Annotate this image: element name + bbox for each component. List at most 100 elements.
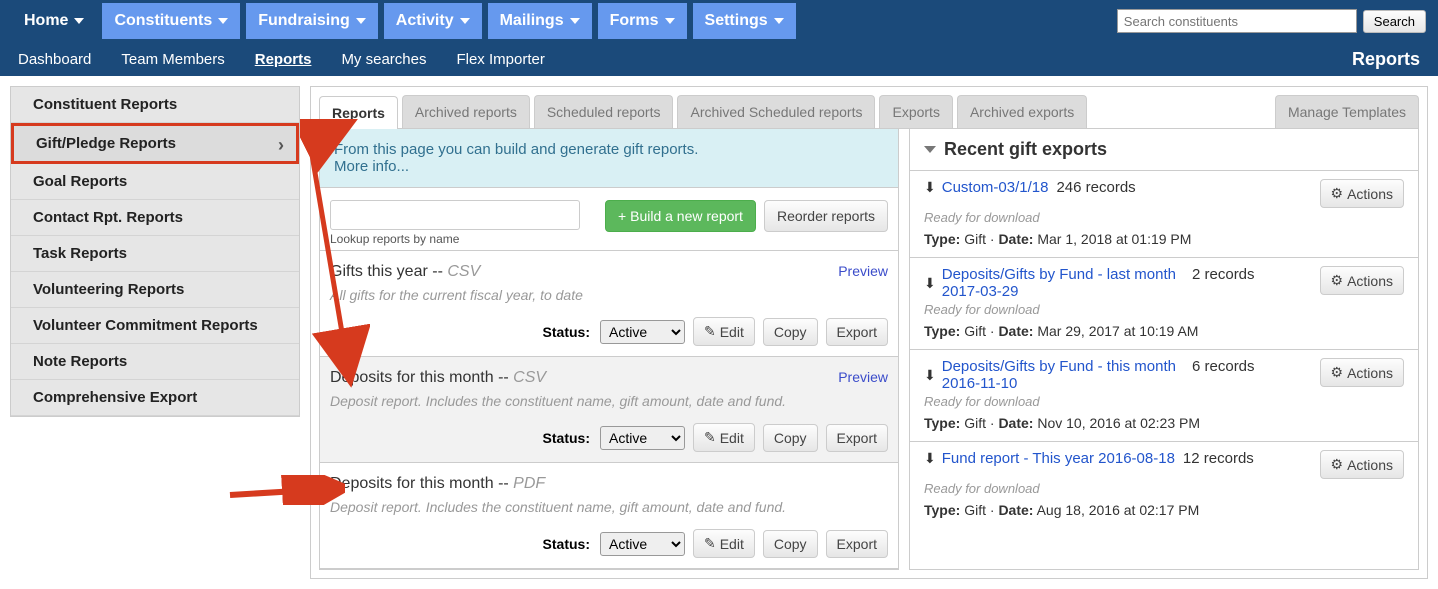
lookup-label: Lookup reports by name (330, 232, 580, 246)
chevron-down-icon (460, 18, 470, 24)
report-title: Deposits for this month -- CSV (330, 369, 546, 387)
chevron-down-icon (665, 18, 675, 24)
sidebar-item[interactable]: Contact Rpt. Reports (11, 200, 299, 236)
status-select[interactable]: ActiveArchived (600, 532, 685, 556)
sidebar-item[interactable]: Task Reports (11, 236, 299, 272)
sidebar-item[interactable]: Volunteering Reports (11, 272, 299, 308)
copy-button[interactable]: Copy (763, 530, 818, 558)
gear-icon: ⚙ (1331, 185, 1344, 202)
chevron-down-icon (774, 18, 784, 24)
reports-column: From this page you can build and generat… (319, 129, 899, 570)
subnav-item-reports[interactable]: Reports (255, 51, 312, 68)
search-button[interactable]: Search (1363, 10, 1426, 33)
export-button[interactable]: Export (826, 424, 888, 452)
preview-link[interactable]: Preview (838, 369, 888, 387)
subnav-item-dashboard[interactable]: Dashboard (18, 51, 91, 68)
nav-tab-settings[interactable]: Settings (693, 3, 796, 39)
sidebar-item[interactable]: Goal Reports (11, 164, 299, 200)
export-button[interactable]: Export (826, 318, 888, 346)
manage-templates-tab[interactable]: Manage Templates (1275, 95, 1419, 128)
status-label: Status: (543, 324, 590, 340)
sidebar-item[interactable]: Gift/Pledge Reports (11, 123, 299, 164)
chevron-down-icon (218, 18, 228, 24)
gear-icon: ⚙ (1331, 364, 1344, 381)
export-records: 2 records (1192, 266, 1255, 283)
nav-tab-mailings[interactable]: Mailings (488, 3, 592, 39)
subnav-item-team-members[interactable]: Team Members (121, 51, 224, 68)
chevron-down-icon (924, 146, 936, 153)
build-report-label: Build a new report (630, 208, 743, 224)
actions-button[interactable]: ⚙ Actions (1320, 358, 1404, 387)
export-records: 12 records (1183, 450, 1254, 467)
export-link[interactable]: ⬇ Deposits/Gifts by Fund - this month 20… (924, 358, 1184, 392)
export-link[interactable]: ⬇ Custom-03/1/18 (924, 179, 1048, 196)
report-row: Gifts this year -- CSV Preview All gifts… (320, 251, 898, 357)
actions-button[interactable]: ⚙ Actions (1320, 266, 1404, 295)
nav-tab-label: Activity (396, 12, 454, 30)
nav-tab-label: Home (24, 12, 68, 30)
report-desc: Deposit report. Includes the constituent… (330, 393, 888, 409)
toolbar: Lookup reports by name + Build a new rep… (320, 188, 898, 251)
main: Constituent ReportsGift/Pledge ReportsGo… (0, 76, 1438, 589)
lookup-input[interactable] (330, 200, 580, 230)
nav-tab-constituents[interactable]: Constituents (102, 3, 240, 39)
nav-tab-activity[interactable]: Activity (384, 3, 482, 39)
actions-button[interactable]: ⚙ Actions (1320, 450, 1404, 479)
actions-button[interactable]: ⚙ Actions (1320, 179, 1404, 208)
status-select[interactable]: ActiveArchived (600, 320, 685, 344)
exports-header[interactable]: Recent gift exports (910, 129, 1418, 171)
export-meta: Type: Gift · Date: Mar 29, 2017 at 10:19… (924, 323, 1404, 339)
sidebar-item[interactable]: Note Reports (11, 344, 299, 380)
copy-button[interactable]: Copy (763, 424, 818, 452)
subnav-item-my-searches[interactable]: My searches (341, 51, 426, 68)
reorder-button[interactable]: Reorder reports (764, 200, 888, 232)
export-row: ⬇ Custom-03/1/18 246 records ⚙ Actions R… (910, 171, 1418, 258)
content-tab[interactable]: Scheduled reports (534, 95, 674, 128)
content-tab[interactable]: Archived Scheduled reports (677, 95, 875, 128)
sidebar: Constituent ReportsGift/Pledge ReportsGo… (10, 86, 300, 417)
nav-tab-label: Forms (610, 12, 659, 30)
export-link[interactable]: ⬇ Deposits/Gifts by Fund - last month 20… (924, 266, 1184, 300)
build-report-button[interactable]: + Build a new report (605, 200, 756, 232)
exports-column: Recent gift exports ⬇ Custom-03/1/18 246… (909, 129, 1419, 570)
export-status: Ready for download (924, 302, 1404, 317)
content-tab[interactable]: Archived exports (957, 95, 1087, 128)
plus-icon: + (618, 208, 626, 224)
content-tab[interactable]: Archived reports (402, 95, 530, 128)
info-text: From this page you can build and generat… (334, 141, 698, 158)
more-info-link[interactable]: More info... (334, 158, 409, 175)
preview-link[interactable]: Preview (838, 263, 888, 281)
nav-tab-home[interactable]: Home (12, 3, 96, 39)
export-button[interactable]: Export (826, 530, 888, 558)
subnav-item-flex-importer[interactable]: Flex Importer (456, 51, 544, 68)
report-desc: All gifts for the current fiscal year, t… (330, 287, 888, 303)
nav-tab-fundraising[interactable]: Fundraising (246, 3, 378, 39)
report-title: Deposits for this month -- PDF (330, 475, 545, 493)
nav-tab-label: Mailings (500, 12, 564, 30)
sidebar-item[interactable]: Comprehensive Export (11, 380, 299, 416)
gear-icon: ⚙ (1331, 272, 1344, 289)
export-status: Ready for download (924, 394, 1404, 409)
gear-icon: ⚙ (1331, 456, 1344, 473)
search-input[interactable] (1117, 9, 1357, 33)
status-label: Status: (543, 536, 590, 552)
export-row: ⬇ Deposits/Gifts by Fund - last month 20… (910, 258, 1418, 350)
nav-tab-forms[interactable]: Forms (598, 3, 687, 39)
content-tab[interactable]: Reports (319, 96, 398, 129)
status-select[interactable]: ActiveArchived (600, 426, 685, 450)
export-link[interactable]: ⬇ Fund report - This year 2016-08-18 (924, 450, 1175, 467)
info-box: From this page you can build and generat… (320, 129, 898, 188)
pencil-icon: ✎ (704, 323, 716, 340)
content-tab[interactable]: Exports (879, 95, 952, 128)
export-records: 246 records (1056, 179, 1135, 196)
export-row: ⬇ Fund report - This year 2016-08-18 12 … (910, 442, 1418, 528)
edit-button[interactable]: ✎ Edit (693, 423, 755, 452)
edit-button[interactable]: ✎ Edit (693, 529, 755, 558)
download-icon: ⬇ (924, 450, 936, 467)
report-desc: Deposit report. Includes the constituent… (330, 499, 888, 515)
sidebar-item[interactable]: Constituent Reports (11, 87, 299, 123)
copy-button[interactable]: Copy (763, 318, 818, 346)
edit-button[interactable]: ✎ Edit (693, 317, 755, 346)
export-status: Ready for download (924, 481, 1404, 496)
sidebar-item[interactable]: Volunteer Commitment Reports (11, 308, 299, 344)
